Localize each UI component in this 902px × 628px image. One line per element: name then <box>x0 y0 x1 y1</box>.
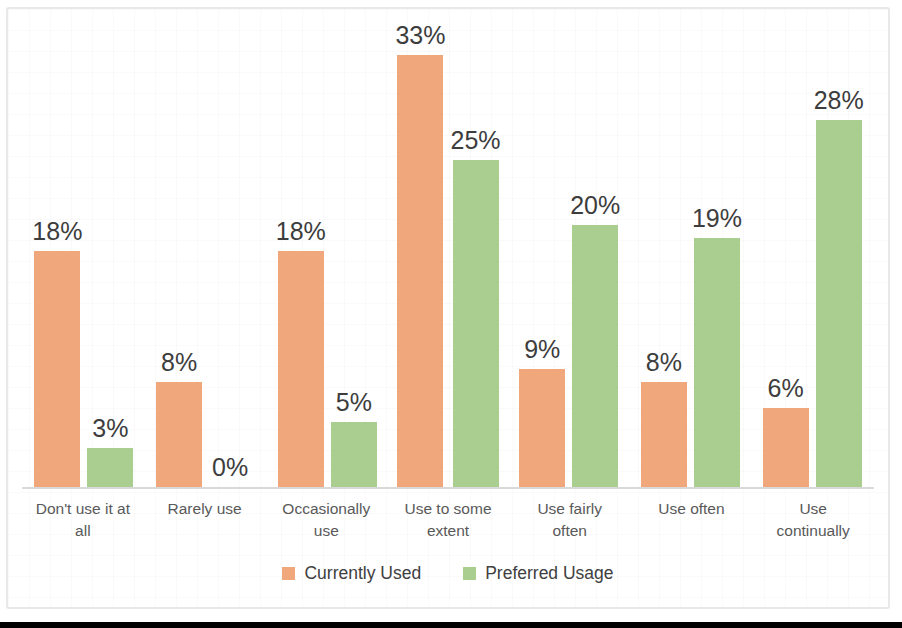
bar-group-currently-used: 18% <box>276 217 326 487</box>
category-column: 8% 19% <box>631 9 753 487</box>
category-column: 18% 3% <box>22 9 144 487</box>
data-label: 18% <box>276 217 326 246</box>
page: 18% 3% 8% 0% 18% 5% 33% 25% 9% 20% 8% 19% 6% 28% Don'… <box>0 0 902 628</box>
data-label: 18% <box>32 217 82 246</box>
bar-currently-used <box>519 369 565 487</box>
data-label: 3% <box>92 414 128 443</box>
data-label: 6% <box>768 374 804 403</box>
data-label: 5% <box>336 388 372 417</box>
category-label: Occasionally use <box>275 498 377 541</box>
data-label: 28% <box>814 86 864 115</box>
bar-group-preferred-usage: 0% <box>207 453 253 487</box>
bar-pair: 18% 3% <box>32 217 133 487</box>
bar-group-currently-used: 33% <box>395 21 445 487</box>
bar-preferred-usage <box>331 422 377 488</box>
data-label: 0% <box>212 453 248 482</box>
category-label: Use to some extent <box>397 498 499 541</box>
category-column: 6% 28% <box>752 9 874 487</box>
bar-group-currently-used: 6% <box>763 374 809 487</box>
category-column: 9% 20% <box>509 9 631 487</box>
bar-group-currently-used: 9% <box>519 335 565 487</box>
category-label: Rarely use <box>154 498 256 541</box>
category-label: Use fairly often <box>519 498 621 541</box>
category-label-cell: Occasionally use <box>265 498 387 541</box>
legend-swatch-icon <box>463 567 476 580</box>
legend-swatch-icon <box>282 567 295 580</box>
x-axis-labels: Don't use it at all Rarely use Occasionall… <box>22 498 874 541</box>
bar-group-currently-used: 8% <box>156 348 202 487</box>
data-label: 33% <box>395 21 445 50</box>
bar-preferred-usage <box>572 225 618 487</box>
legend-item-currently-used: Currently Used <box>282 563 421 584</box>
bar-pair: 33% 25% <box>395 21 500 487</box>
category-column: 33% 25% <box>387 9 509 487</box>
category-column: 18% 5% <box>265 9 387 487</box>
data-label: 19% <box>692 204 742 233</box>
bar-preferred-usage <box>694 238 740 487</box>
category-label: Don't use it at all <box>32 498 134 541</box>
data-label: 25% <box>451 126 501 155</box>
data-label: 9% <box>524 335 560 364</box>
bar-currently-used <box>278 251 324 487</box>
bar-group-preferred-usage: 25% <box>451 126 501 488</box>
bar-pair: 18% 5% <box>276 217 377 487</box>
bar-pair: 9% 20% <box>519 191 620 487</box>
bar-pair: 8% 0% <box>156 348 253 487</box>
bar-pair: 6% 28% <box>763 86 864 487</box>
bar-preferred-usage <box>87 448 133 487</box>
category-label-cell: Use continually <box>752 498 874 541</box>
category-label-cell: Rarely use <box>144 498 266 541</box>
legend-label: Currently Used <box>304 563 421 584</box>
bottom-black-bar <box>0 622 902 628</box>
bar-currently-used <box>641 382 687 487</box>
bar-currently-used <box>397 55 443 487</box>
bar-pair: 8% 19% <box>641 204 742 487</box>
bar-group-preferred-usage: 19% <box>692 204 742 487</box>
bar-group-preferred-usage: 28% <box>814 86 864 487</box>
category-column: 8% 0% <box>144 9 266 487</box>
bar-group-currently-used: 18% <box>32 217 82 487</box>
category-label-cell: Use fairly often <box>509 498 631 541</box>
bar-currently-used <box>763 408 809 487</box>
bar-currently-used <box>156 382 202 487</box>
legend-label: Preferred Usage <box>485 563 613 584</box>
bar-group-currently-used: 8% <box>641 348 687 487</box>
category-label-cell: Use to some extent <box>387 498 509 541</box>
plot-area: 18% 3% 8% 0% 18% 5% 33% 25% 9% 20% 8% 19% 6% 28% <box>22 9 874 489</box>
bar-chart: 18% 3% 8% 0% 18% 5% 33% 25% 9% 20% 8% 19% 6% 28% Don'… <box>6 7 890 609</box>
data-label: 8% <box>646 348 682 377</box>
category-label: Use continually <box>762 498 864 541</box>
category-label: Use often <box>640 498 742 541</box>
legend: Currently Used Preferred Usage <box>22 563 874 584</box>
category-label-cell: Use often <box>631 498 753 541</box>
data-label: 20% <box>570 191 620 220</box>
data-label: 8% <box>161 348 197 377</box>
bar-group-preferred-usage: 5% <box>331 388 377 488</box>
bar-currently-used <box>34 251 80 487</box>
bar-preferred-usage <box>816 120 862 487</box>
bar-preferred-usage <box>453 160 499 488</box>
bar-group-preferred-usage: 20% <box>570 191 620 487</box>
bar-group-preferred-usage: 3% <box>87 414 133 487</box>
category-label-cell: Don't use it at all <box>22 498 144 541</box>
legend-item-preferred-usage: Preferred Usage <box>463 563 613 584</box>
